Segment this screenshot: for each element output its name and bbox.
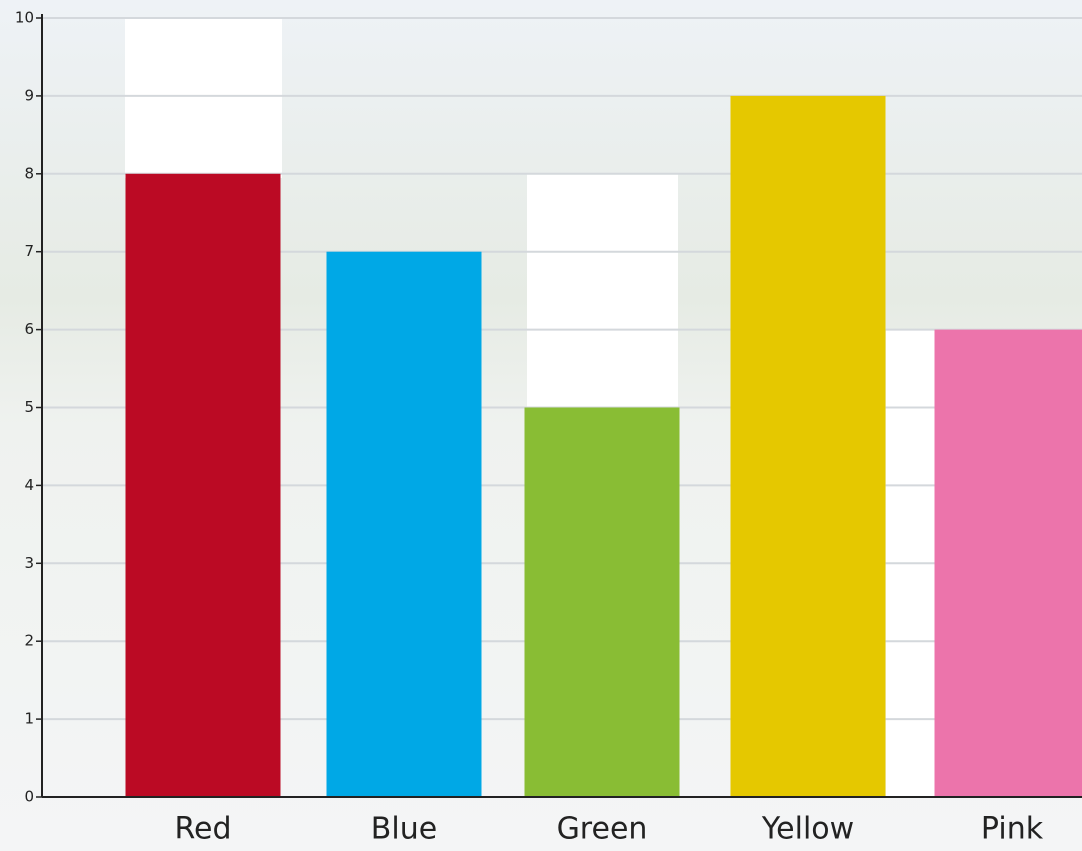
y-tick-label: 6: [24, 320, 34, 338]
x-tick-label: Blue: [371, 812, 437, 847]
bar: [125, 173, 281, 798]
y-tick-label: 0: [24, 788, 34, 806]
x-tick-label: Red: [175, 812, 232, 847]
bar: [934, 329, 1082, 797]
x-tick-label: Yellow: [761, 812, 854, 847]
bar: [524, 407, 680, 797]
y-tick-label: 2: [24, 632, 34, 650]
bar: [326, 251, 482, 797]
y-tick-label: 10: [15, 9, 34, 27]
y-tick-label: 9: [24, 86, 34, 104]
x-tick-label: Pink: [981, 812, 1044, 847]
y-tick-label: 7: [24, 242, 34, 260]
backdrop-panel: [125, 18, 282, 178]
y-tick-label: 8: [24, 164, 34, 182]
y-tick-label: 5: [24, 398, 34, 416]
bar: [730, 95, 886, 797]
y-tick-label: 3: [24, 554, 34, 572]
backdrop-panel: [527, 174, 678, 410]
y-tick-label: 4: [24, 476, 34, 494]
y-tick-label: 1: [24, 710, 34, 728]
x-tick-label: Green: [557, 812, 648, 847]
